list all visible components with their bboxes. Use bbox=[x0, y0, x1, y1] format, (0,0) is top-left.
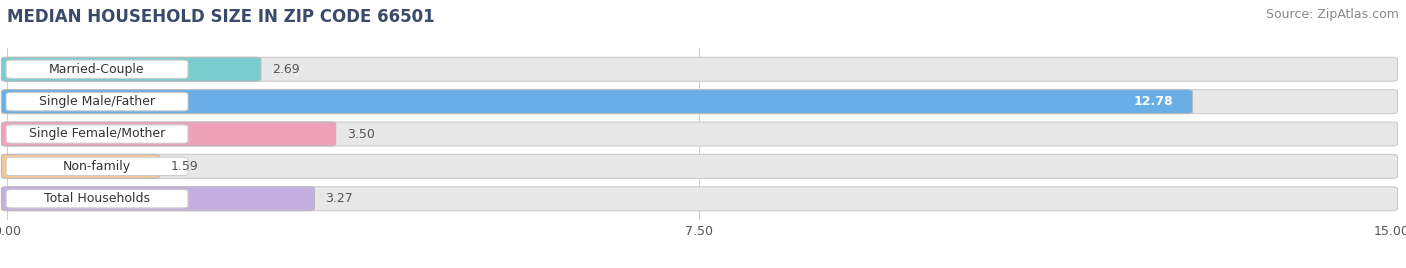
Text: Single Female/Mother: Single Female/Mother bbox=[30, 128, 165, 140]
FancyBboxPatch shape bbox=[1, 187, 1398, 211]
FancyBboxPatch shape bbox=[1, 154, 1398, 178]
Text: MEDIAN HOUSEHOLD SIZE IN ZIP CODE 66501: MEDIAN HOUSEHOLD SIZE IN ZIP CODE 66501 bbox=[7, 8, 434, 26]
FancyBboxPatch shape bbox=[1, 90, 1192, 114]
FancyBboxPatch shape bbox=[1, 122, 1398, 146]
FancyBboxPatch shape bbox=[6, 60, 188, 79]
Text: 3.50: 3.50 bbox=[347, 128, 374, 140]
FancyBboxPatch shape bbox=[6, 92, 188, 111]
Text: 1.59: 1.59 bbox=[170, 160, 198, 173]
Text: 12.78: 12.78 bbox=[1133, 95, 1173, 108]
Text: Married-Couple: Married-Couple bbox=[49, 63, 145, 76]
Text: 3.27: 3.27 bbox=[326, 192, 353, 205]
Text: Total Households: Total Households bbox=[44, 192, 150, 205]
FancyBboxPatch shape bbox=[6, 157, 188, 176]
FancyBboxPatch shape bbox=[1, 57, 262, 81]
FancyBboxPatch shape bbox=[1, 122, 336, 146]
Text: Single Male/Father: Single Male/Father bbox=[39, 95, 155, 108]
FancyBboxPatch shape bbox=[1, 154, 159, 178]
FancyBboxPatch shape bbox=[1, 90, 1398, 114]
Text: Non-family: Non-family bbox=[63, 160, 131, 173]
FancyBboxPatch shape bbox=[1, 57, 1398, 81]
Text: Source: ZipAtlas.com: Source: ZipAtlas.com bbox=[1265, 8, 1399, 21]
FancyBboxPatch shape bbox=[1, 187, 315, 211]
FancyBboxPatch shape bbox=[6, 125, 188, 143]
FancyBboxPatch shape bbox=[6, 189, 188, 208]
Text: 2.69: 2.69 bbox=[271, 63, 299, 76]
